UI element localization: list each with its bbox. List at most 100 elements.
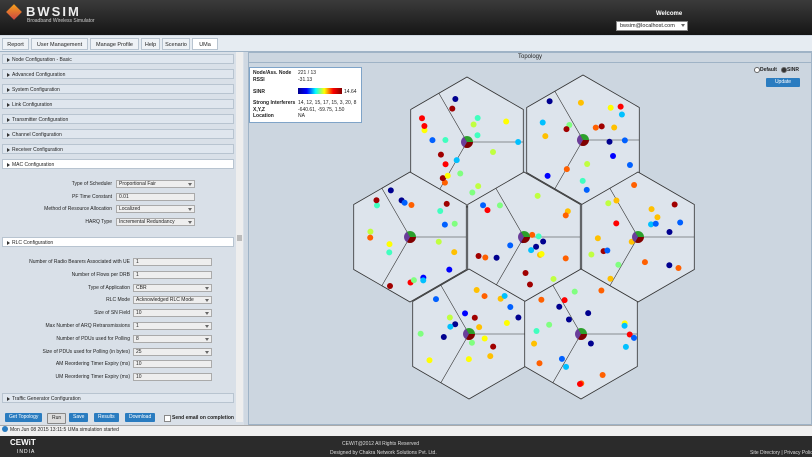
user-select[interactable]: bwsim@localhost.com	[616, 21, 688, 31]
section-header[interactable]: System Configuration	[2, 84, 234, 94]
ue-dot	[503, 118, 510, 125]
section-header[interactable]: Link Configuration	[2, 99, 234, 109]
ue-dot	[561, 297, 568, 304]
field-input[interactable]: 10	[133, 309, 212, 318]
ue-dot	[618, 111, 625, 118]
site	[580, 140, 589, 146]
site	[404, 231, 410, 243]
topology-canvas	[353, 74, 695, 400]
field-input[interactable]: 8	[133, 334, 212, 343]
ue-dot	[507, 303, 514, 310]
footer-bar	[0, 436, 812, 457]
field-label: PF Time Constant	[71, 193, 112, 200]
ue-dot	[610, 152, 617, 159]
status-text: Mon Jun 08 2015 13:11:5 UMa simulation s…	[10, 427, 119, 433]
ue-dot	[594, 235, 601, 242]
ue-dot	[373, 202, 380, 209]
info-label: X,Y,Z	[253, 106, 265, 113]
ue-dot	[408, 201, 415, 208]
ue-dot	[482, 254, 489, 261]
field-input[interactable]: Acknowledged RLC Mode	[133, 296, 212, 305]
sector-line	[554, 139, 584, 189]
ue-dot	[563, 363, 570, 370]
button[interactable]: Save	[69, 413, 89, 422]
tab[interactable]: Scenario	[162, 38, 190, 50]
ue-dot	[550, 275, 557, 282]
field-input[interactable]: 0.01	[116, 192, 195, 201]
ue-dot	[373, 197, 380, 204]
button[interactable]: Results	[94, 413, 119, 422]
ue-dot	[475, 253, 482, 260]
sector-line	[438, 93, 468, 143]
ue-dot	[546, 321, 553, 328]
update-button[interactable]: Update	[766, 78, 800, 87]
section-header[interactable]: MAC Configuration	[2, 159, 234, 169]
sector-line	[609, 236, 639, 286]
ue-dot	[607, 104, 614, 111]
ue-dot	[437, 208, 444, 215]
ue-dot	[447, 323, 454, 330]
field-input[interactable]: 10	[133, 360, 212, 369]
field-input[interactable]: CBR	[133, 283, 212, 292]
field-input[interactable]: Incremental Redundancy	[116, 218, 195, 227]
designer: Designed by Chakra Network Solutions Pvt…	[330, 450, 437, 456]
field-input[interactable]: 25	[133, 347, 212, 356]
subtitle: Broadband Wireless Simulator	[27, 18, 95, 24]
field-input[interactable]: 1	[133, 258, 212, 266]
site	[463, 328, 469, 340]
section-header[interactable]: RLC Configuration	[2, 237, 234, 247]
field-input[interactable]: 1	[133, 322, 212, 330]
ue-dot	[577, 99, 584, 106]
tab[interactable]: Report	[2, 38, 29, 50]
ue-dot	[439, 175, 446, 182]
info-label: Node/Ass. Node	[253, 70, 292, 76]
field-label: Number of PDUs used for Polling	[56, 335, 130, 342]
section-header[interactable]: Advanced Configuration	[2, 69, 234, 79]
ue-dot	[621, 137, 628, 144]
tab[interactable]: UMa	[192, 38, 218, 50]
field-input[interactable]: Proportional Fair	[116, 180, 195, 188]
radio[interactable]	[781, 67, 787, 73]
radio[interactable]	[754, 67, 760, 73]
section-header[interactable]: Receiver Configuration	[2, 144, 234, 154]
section-header[interactable]: Transmitter Configuration	[2, 114, 234, 124]
ue-dot	[615, 261, 622, 268]
tab[interactable]: Manage Profile	[90, 38, 139, 50]
info-label: RSSI	[253, 77, 265, 83]
ue-dot	[648, 206, 655, 213]
button[interactable]: Get Topology	[5, 413, 43, 422]
ue-dot	[544, 172, 551, 179]
field-label: Number of Flows per DRB	[71, 271, 130, 278]
ue-dot	[540, 238, 547, 245]
ue-dot	[420, 277, 427, 284]
ue-dot	[490, 343, 497, 350]
footer-country: INDIA	[17, 449, 36, 455]
ue-dot	[535, 233, 542, 240]
section-header[interactable]: Channel Configuration	[2, 129, 234, 139]
sector-line	[552, 285, 582, 335]
ue-dot	[444, 172, 451, 179]
field-input[interactable]: Localized	[116, 205, 195, 214]
button[interactable]: Download	[125, 413, 156, 422]
tab[interactable]: User Management	[31, 38, 88, 50]
section-header[interactable]: Traffic Generator Configuration	[2, 393, 234, 403]
ue-dot	[442, 161, 449, 168]
button[interactable]: Run	[47, 413, 67, 424]
section-header[interactable]: Node Configuration - Basic	[2, 54, 234, 64]
header-bar	[0, 0, 812, 35]
ue-dot	[558, 355, 565, 362]
ue-dot	[469, 189, 476, 196]
ue-dot	[671, 201, 678, 208]
ue-dot	[522, 269, 529, 276]
field-label: Method of Resource Allocation	[44, 206, 112, 213]
ue-dot	[563, 126, 570, 133]
ue-dot	[453, 157, 460, 164]
field-input[interactable]: 1	[133, 270, 212, 279]
sector-line	[495, 188, 525, 238]
info-value: 221 / 13	[298, 70, 317, 76]
tab[interactable]: Help	[141, 38, 160, 50]
scroll-thumb[interactable]	[237, 235, 242, 241]
field-input[interactable]: 10	[133, 373, 212, 382]
ue-dot	[452, 321, 459, 328]
sinr-colorbar	[298, 88, 342, 94]
